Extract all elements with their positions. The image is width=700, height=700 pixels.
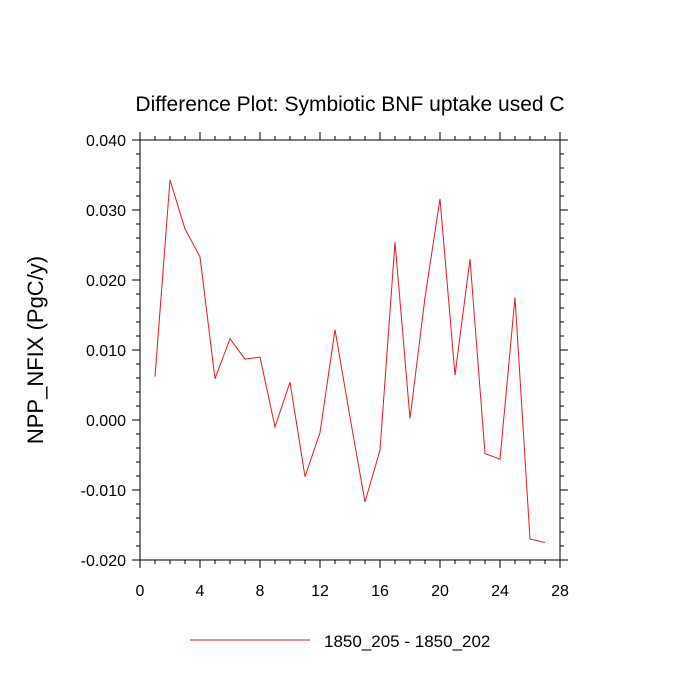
x-tick-label: 24	[491, 583, 509, 600]
y-axis-label: NPP_NFIX (PgC/y)	[23, 256, 48, 444]
x-tick-label: 20	[431, 583, 449, 600]
y-tick-label: 0.010	[86, 343, 126, 360]
plot-area-frame	[139, 139, 561, 561]
x-tick-label: 16	[371, 583, 389, 600]
y-tick-label: -0.010	[81, 483, 126, 500]
y-tick-label: 0.030	[86, 203, 126, 220]
chart-title: Difference Plot: Symbiotic BNF uptake us…	[135, 93, 564, 116]
x-tick-label: 8	[256, 583, 265, 600]
y-tick-label: 0.020	[86, 273, 126, 290]
y-tick-label: -0.020	[81, 553, 126, 570]
legend: 1850_205 - 1850_202	[190, 632, 490, 651]
x-tick-label: 0	[136, 583, 145, 600]
y-tick-label: 0.000	[86, 413, 126, 430]
legend-label: 1850_205 - 1850_202	[324, 632, 490, 651]
x-tick-label: 28	[551, 583, 569, 600]
series-line	[154, 179, 546, 543]
x-tick-label: 4	[196, 583, 205, 600]
x-tick-label: 12	[311, 583, 329, 600]
y-tick-label: 0.040	[86, 133, 126, 150]
